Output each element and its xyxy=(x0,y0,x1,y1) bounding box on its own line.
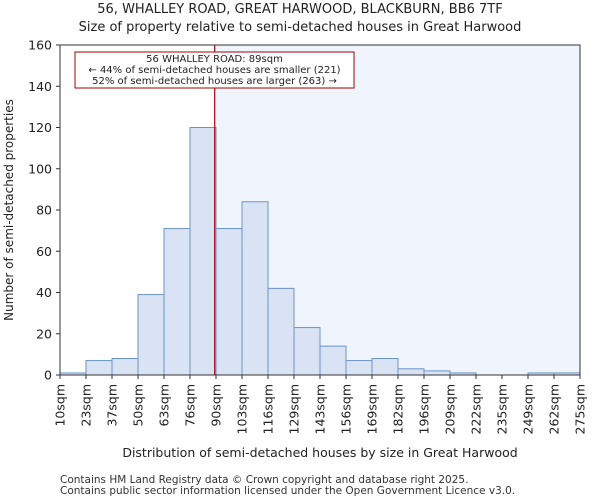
histogram-bar xyxy=(137,294,165,376)
histogram-bar xyxy=(293,327,321,376)
histogram-bar xyxy=(111,358,139,376)
x-tick-label: 222sqm xyxy=(469,384,484,434)
x-tick-label: 23sqm xyxy=(79,384,94,427)
y-tick-label: 60 xyxy=(36,244,52,259)
annotation-box: 56 WHALLEY ROAD: 89sqm← 44% of semi-deta… xyxy=(74,51,355,89)
histogram-bar xyxy=(163,228,191,376)
x-axis-label: Distribution of semi-detached houses by … xyxy=(122,445,517,460)
x-tick-label: 275sqm xyxy=(573,384,588,434)
chart-title: 56, WHALLEY ROAD, GREAT HARWOOD, BLACKBU… xyxy=(97,2,503,17)
annotation-frame xyxy=(74,51,355,89)
footer-line-2: Contains public sector information licen… xyxy=(60,485,516,497)
x-tick-label: 50sqm xyxy=(131,384,146,427)
chart-subtitle: Size of property relative to semi-detach… xyxy=(78,20,522,35)
x-tick-label: 103sqm xyxy=(235,384,250,434)
x-tick-label: 116sqm xyxy=(261,384,276,434)
y-tick-label: 120 xyxy=(28,120,52,135)
x-tick-label: 249sqm xyxy=(521,384,536,434)
histogram-bar xyxy=(319,345,347,376)
annotation-line: 52% of semi-detached houses are larger (… xyxy=(92,76,337,87)
x-tick-label: 156sqm xyxy=(339,384,354,434)
histogram-bar xyxy=(215,228,243,376)
histogram-bar xyxy=(345,360,373,376)
y-tick-label: 140 xyxy=(28,79,52,94)
annotation-line: ← 44% of semi-detached houses are smalle… xyxy=(88,65,340,76)
histogram-bar xyxy=(371,358,399,376)
x-tick-label: 169sqm xyxy=(365,384,380,434)
y-axis-label: Number of semi-detached properties xyxy=(2,99,16,321)
x-tick-label: 37sqm xyxy=(105,384,120,427)
x-tick-label: 129sqm xyxy=(287,384,302,434)
histogram-bar xyxy=(189,127,217,376)
x-tick-label: 63sqm xyxy=(157,384,172,427)
footer-line-1: Contains HM Land Registry data © Crown c… xyxy=(60,474,469,486)
y-tick-label: 100 xyxy=(28,161,52,176)
histogram-chart: 0 20 40 60 80 100 120 140 160 10sqm 23sqm 37sqm 50s… xyxy=(2,38,588,461)
x-tick-label: 262sqm xyxy=(547,384,562,434)
x-tick-label: 235sqm xyxy=(495,384,510,434)
y-tick-label: 20 xyxy=(36,326,52,341)
y-tick-label: 80 xyxy=(36,203,52,218)
y-tick-label: 160 xyxy=(28,38,52,53)
histogram-bar xyxy=(397,368,425,376)
x-tick-label: 182sqm xyxy=(391,384,406,434)
x-tick-label: 209sqm xyxy=(443,384,458,434)
y-tick-label: 40 xyxy=(36,285,52,300)
annotation-line: 56 WHALLEY ROAD: 89sqm xyxy=(146,54,283,65)
x-tick-label: 10sqm xyxy=(53,384,68,427)
x-tick-label: 76sqm xyxy=(183,384,198,427)
x-tick-label: 90sqm xyxy=(209,384,224,427)
x-tick-label: 143sqm xyxy=(313,384,328,434)
histogram-bar xyxy=(85,360,113,376)
histogram-bar xyxy=(267,287,295,376)
x-tick-label: 196sqm xyxy=(417,384,432,434)
histogram-bar xyxy=(241,201,269,376)
y-tick-label: 0 xyxy=(44,368,52,383)
histogram-bar xyxy=(423,370,451,376)
